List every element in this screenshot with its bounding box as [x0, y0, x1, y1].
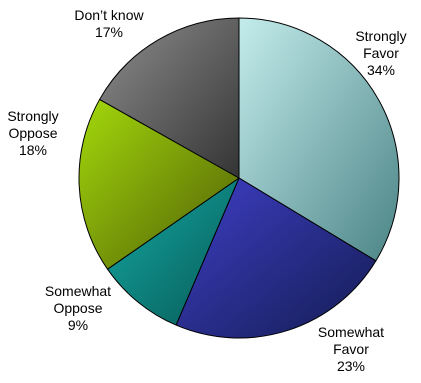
pie-category-label: Don’t know — [74, 7, 144, 23]
pie-category-label: Somewhat — [45, 283, 111, 299]
pie-labels: Strongly Favor 34%Somewhat Favor 23%Somewhat… — [7, 7, 406, 374]
pie-label-strongly-favor: Strongly Favor 34% — [355, 28, 406, 78]
pie-label-somewhat-oppose: Somewhat Oppose 9% — [45, 283, 111, 333]
pie-slice-strongly-favor — [238, 17, 400, 262]
pie-slices — [78, 17, 400, 339]
pie-label-strongly-oppose: Strongly Oppose 18% — [7, 108, 58, 158]
pie-value-label: 23% — [337, 358, 365, 374]
pie-category-label: Favor — [363, 45, 399, 61]
pie-slice-dont-know — [99, 17, 240, 179]
pie-category-label: Oppose — [53, 300, 102, 316]
pie-category-label: Oppose — [8, 125, 57, 141]
pie-category-label: Favor — [333, 341, 369, 357]
pie-label-somewhat-favor: Somewhat Favor 23% — [318, 324, 384, 374]
pie-value-label: 34% — [367, 62, 395, 78]
pie-value-label: 18% — [19, 142, 47, 158]
pie-value-label: 17% — [95, 24, 123, 40]
pie-slice-somewhat-favor — [175, 177, 377, 339]
pie-category-label: Somewhat — [318, 324, 384, 340]
pie-category-label: Strongly — [7, 108, 58, 124]
pie-category-label: Strongly — [355, 28, 406, 44]
pie-value-label: 9% — [68, 317, 88, 333]
pie-slice-somewhat-oppose — [107, 177, 240, 326]
pie-slice-strongly-oppose — [78, 98, 240, 270]
pie-label-dont-know: Don’t know 17% — [74, 7, 144, 40]
